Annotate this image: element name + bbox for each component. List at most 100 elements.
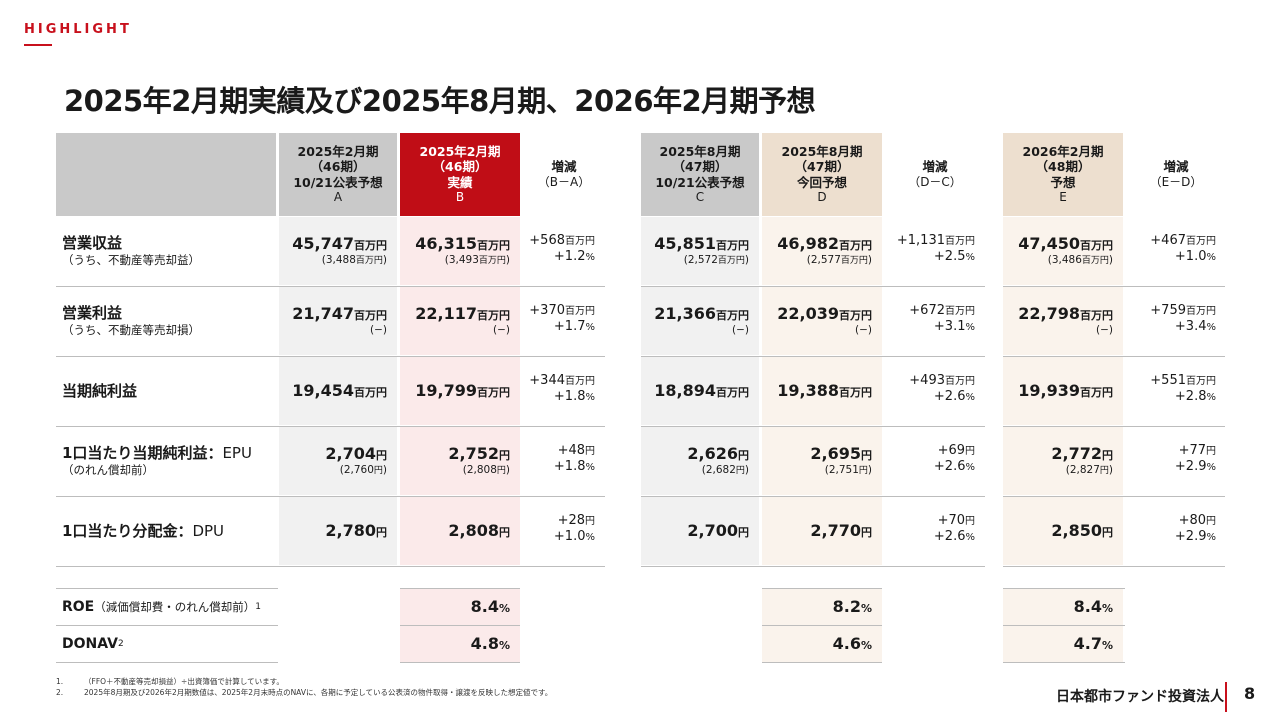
unit: 百万円	[839, 386, 872, 399]
row-divider	[641, 426, 985, 427]
main-value: 45,851百万円	[654, 234, 749, 254]
sub-value: (−)	[855, 324, 872, 337]
change-cell-dc: +672百万円 +3.1%	[885, 287, 985, 355]
column-header-b: 2025年2月期 （46期） 実績 B	[400, 133, 520, 216]
sub-value: (3,486百万円)	[1047, 254, 1113, 267]
value-cell-b: 46,315百万円 (3,493百万円)	[400, 217, 520, 285]
main-value: 21,366百万円	[654, 304, 749, 324]
change-cell-bc: +48円 +1.8%	[523, 427, 605, 495]
main-value: 21,747百万円	[292, 304, 387, 324]
sub-value: (3,493百万円)	[444, 254, 510, 267]
row-label-main: 営業収益	[62, 234, 123, 253]
unit: %	[965, 252, 975, 264]
unit: 円	[858, 466, 868, 477]
row-label: 1口当たり当期純利益：EPU （のれん償却前）	[56, 427, 276, 495]
unit: 百万円	[716, 239, 749, 253]
unit: %	[1206, 252, 1216, 264]
change-cell-ec: +467百万円 +1.0%	[1126, 217, 1226, 285]
unit: 円	[1206, 516, 1216, 527]
column-header-line: （E－D）	[1149, 174, 1203, 189]
change-percent: +3.4%	[1174, 319, 1216, 335]
row-label-suffix: EPU	[222, 444, 252, 463]
unit: 百万円	[1080, 309, 1113, 323]
change-percent: +1.0%	[553, 529, 595, 545]
value-cell-a: 45,747百万円 (3,488百万円)	[279, 217, 397, 285]
column-header-line: （47期）	[672, 159, 728, 175]
change-cell-bc: +568百万円 +1.2%	[523, 217, 605, 285]
row-divider	[56, 286, 605, 287]
header-label-cell	[56, 133, 276, 216]
unit: 円	[965, 516, 975, 527]
unit: 百万円	[1186, 236, 1216, 247]
value-cell-e: 19,939百万円	[1003, 357, 1123, 425]
row-label: 1口当たり分配金：DPU	[56, 497, 276, 565]
sub-value: (−)	[1096, 324, 1113, 337]
column-header-a: 2025年2月期 （46期） 10/21公表予想 A	[279, 133, 397, 216]
column-header-line: C	[695, 190, 705, 205]
row-label: 営業利益 （うち、不動産等売却損）	[56, 287, 276, 355]
unit: 円	[373, 466, 383, 477]
unit: %	[498, 602, 510, 615]
change-percent: +1.7%	[553, 319, 595, 335]
unit: 円	[1102, 526, 1113, 539]
unit: 百万円	[1080, 386, 1113, 399]
footer-divider	[1225, 682, 1227, 712]
column-header-line: 10/21公表予想	[293, 174, 383, 190]
page-number: 8	[1244, 684, 1256, 703]
row-divider	[1003, 625, 1125, 626]
unit: 百万円	[839, 239, 872, 253]
row-divider	[56, 496, 605, 497]
unit: 円	[965, 446, 975, 457]
change-amount: +672百万円	[909, 303, 975, 318]
column-header-line: 2025年2月期	[419, 143, 501, 159]
unit: 百万円	[1186, 376, 1216, 387]
roe-value: 8.4%	[1073, 597, 1113, 616]
donav-value-d: 4.6%	[762, 626, 882, 662]
footnote-2: 2. 2025年8月期及び2026年2月期数値は、2025年2月末時点のNAVに、…	[56, 688, 553, 697]
donav-value-b: 4.8%	[400, 626, 520, 662]
sub-value: (−)	[370, 324, 387, 337]
row-divider	[1003, 566, 1225, 567]
row-divider	[56, 588, 278, 589]
main-value: 19,799百万円	[415, 381, 510, 400]
roe-label: ROE （減価償却費・のれん償却前） 1	[62, 599, 261, 615]
unit: 円	[499, 526, 510, 539]
row-divider	[1003, 496, 1225, 497]
change-cell-ec: +77円 +2.9%	[1126, 427, 1226, 495]
column-header-line: D	[817, 190, 827, 205]
unit: 百万円	[839, 309, 872, 323]
unit: 円	[738, 449, 749, 463]
column-header-line: （D－C）	[908, 174, 962, 189]
unit: 百万円	[477, 309, 510, 323]
column-header-line: 今回予想	[796, 174, 847, 190]
main-value: 47,450百万円	[1018, 234, 1113, 254]
change-percent: +1.8%	[553, 459, 595, 475]
sub-value: (2,682円)	[701, 464, 749, 477]
column-header-line: 予想	[1050, 174, 1076, 190]
change-percent: +2.8%	[1174, 389, 1216, 405]
column-header-line: （46期）	[310, 159, 366, 175]
value-cell-d: 22,039百万円 (−)	[762, 287, 882, 355]
unit: 円	[496, 466, 506, 477]
sub-value: (2,577百万円)	[806, 254, 872, 267]
donav-label: DONAV 2	[62, 636, 124, 652]
change-amount: +1,131百万円	[896, 233, 975, 248]
column-header-line: B	[455, 190, 465, 205]
row-divider	[56, 356, 605, 357]
column-header-line: （46期）	[432, 159, 488, 175]
unit: 円	[376, 526, 387, 539]
change-percent: +2.6%	[933, 389, 975, 405]
value-cell-c: 21,366百万円 (−)	[641, 287, 759, 355]
main-value: 2,850円	[1051, 521, 1113, 540]
row-label-main: 1口当たり分配金：DPU	[62, 521, 225, 540]
unit: 円	[585, 446, 595, 457]
unit: %	[860, 602, 872, 615]
main-value: 2,704円	[325, 444, 387, 464]
unit: %	[1206, 322, 1216, 334]
column-header-line: 2025年2月期	[297, 143, 379, 159]
row-label-main: 営業利益	[62, 304, 123, 323]
unit: 百万円	[945, 236, 975, 247]
value-cell-e: 47,450百万円 (3,486百万円)	[1003, 217, 1123, 285]
row-divider	[762, 625, 882, 626]
change-cell-bc: +370百万円 +1.7%	[523, 287, 605, 355]
